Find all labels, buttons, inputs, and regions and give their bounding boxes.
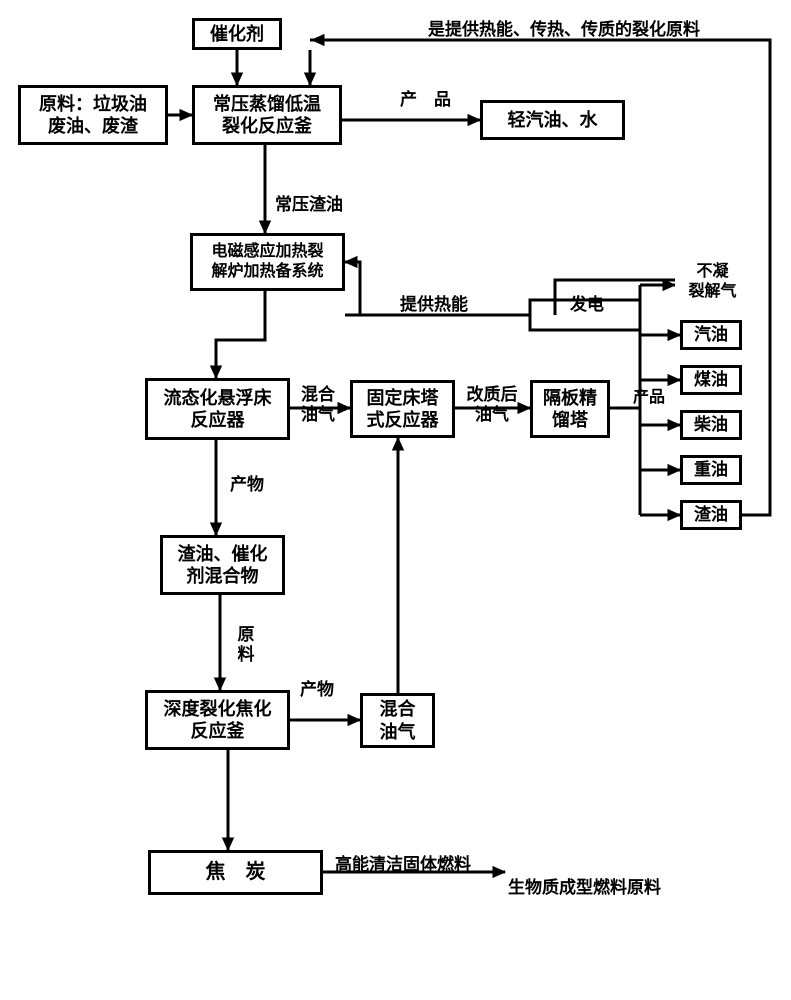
node-gasoline: 汽油 bbox=[680, 320, 742, 350]
node-partition: 隔板精馏塔 bbox=[530, 380, 610, 438]
node-coke: 焦 炭 bbox=[148, 850, 323, 895]
label-power: 发电 bbox=[570, 295, 604, 315]
node-deep: 深度裂化焦化反应釜 bbox=[145, 690, 290, 750]
node-residue: 渣油 bbox=[680, 500, 742, 530]
node-atm: 常压蒸馏低温裂化反应釜 bbox=[192, 85, 342, 145]
node-prod1: 轻汽油、水 bbox=[480, 100, 625, 140]
node-emi: 电磁感应加热裂解炉加热备系统 bbox=[190, 233, 345, 291]
node-kerosene: 煤油 bbox=[680, 365, 742, 395]
label-biomass: 生物质成型燃料原料 bbox=[508, 878, 661, 898]
node-heavy: 重油 bbox=[680, 455, 742, 485]
label-atmres: 常压渣油 bbox=[275, 195, 343, 215]
flowchart-canvas: 原料：垃圾油废油、废渣 催化剂常压蒸馏低温裂化反应釜 轻汽油、水电磁感应加热裂解炉加… bbox=[0, 0, 791, 1000]
label-product2: 产物 bbox=[300, 680, 334, 700]
label-reform: 改质后油气 bbox=[462, 385, 522, 426]
node-diesel: 柴油 bbox=[680, 410, 742, 440]
node-noncond: 不凝裂解气 bbox=[675, 258, 750, 306]
node-raw: 原料：垃圾油废油、废渣 bbox=[18, 85, 168, 145]
arrows-layer bbox=[0, 0, 791, 1000]
node-fixed: 固定床塔式反应器 bbox=[350, 380, 455, 438]
label-topright: 是提供热能、传热、传质的裂化原料 bbox=[428, 20, 700, 40]
label-rawmat: 原料 bbox=[235, 625, 257, 666]
label-product: 产物 bbox=[230, 475, 264, 495]
label-heat: 提供热能 bbox=[400, 295, 468, 315]
label-prodlbl: 产 品 bbox=[400, 90, 451, 110]
node-catalyst: 催化剂 bbox=[192, 18, 282, 50]
node-mixgas: 混合油气 bbox=[360, 693, 435, 748]
label-clean: 高能清洁固体燃料 bbox=[335, 855, 471, 875]
node-fluid: 流态化悬浮床反应器 bbox=[145, 378, 290, 440]
label-mixgas1: 混合油气 bbox=[296, 385, 340, 426]
node-mix: 渣油、催化剂混合物 bbox=[160, 535, 285, 595]
label-prodsmall: 产品 bbox=[633, 388, 665, 407]
